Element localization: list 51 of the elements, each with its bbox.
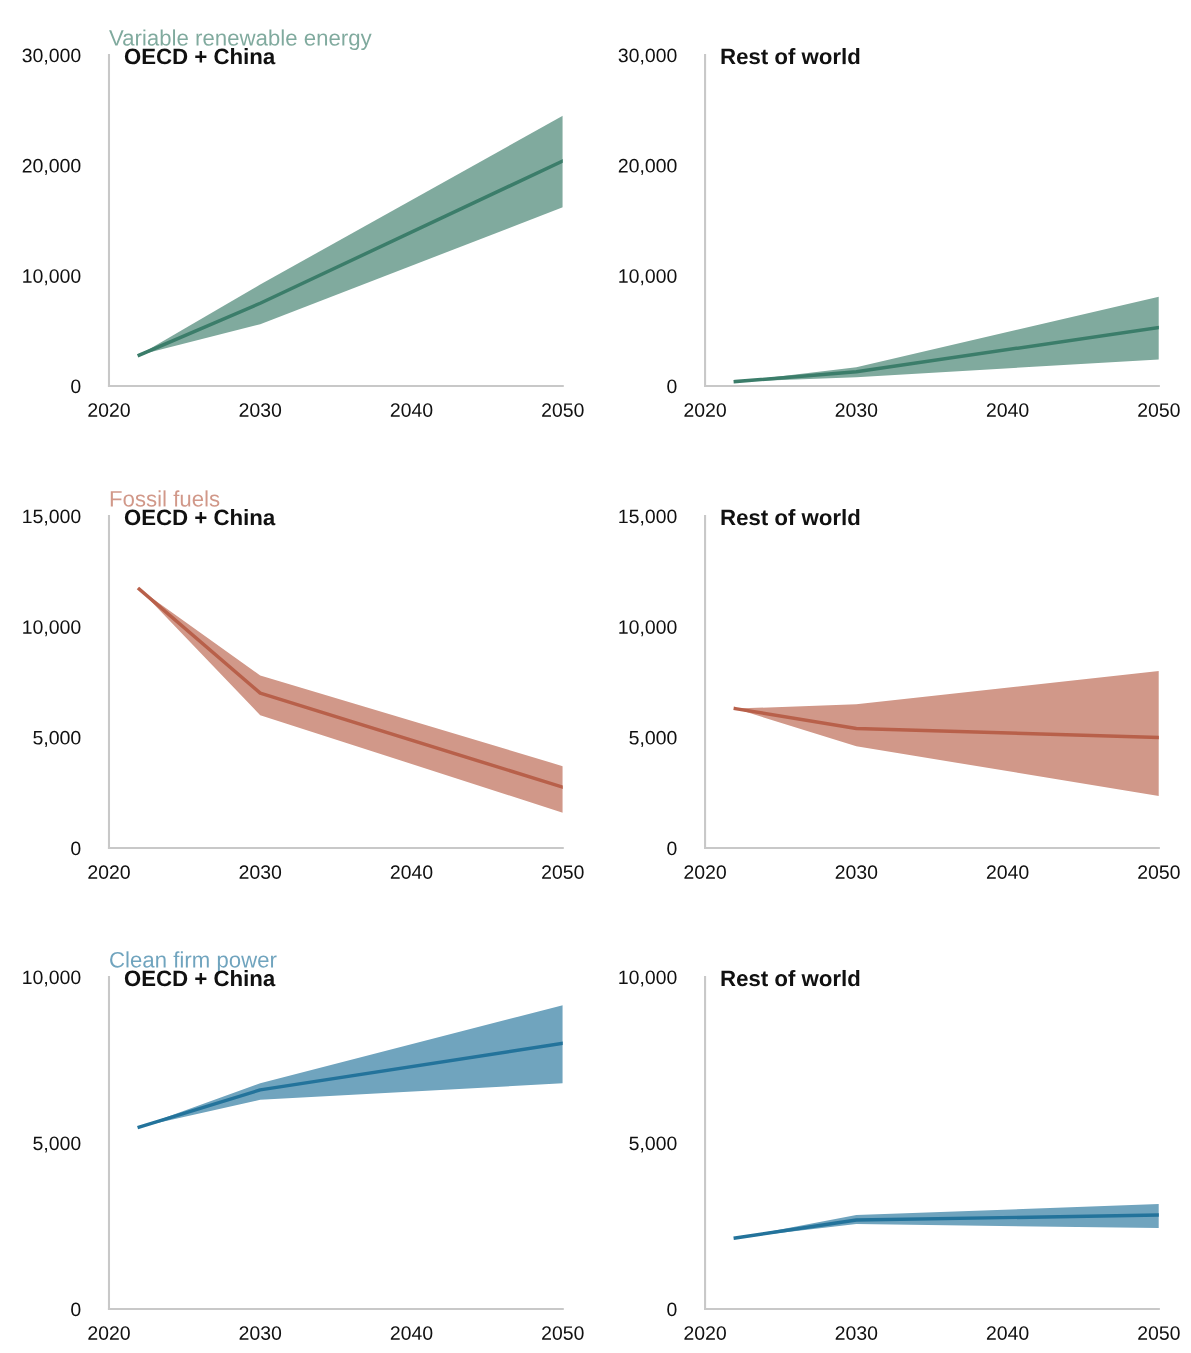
x-tick-label: 2040	[390, 865, 433, 880]
y-tick-label: 30,000	[618, 48, 677, 65]
x-tick-label: 2030	[835, 865, 878, 880]
y-tick-label: 0	[667, 379, 677, 394]
x-tick-label: 2050	[1138, 865, 1180, 880]
x-tick-label: 2040	[390, 403, 433, 417]
x-tick-label: 2040	[986, 403, 1029, 417]
y-tick-label: 0	[71, 1302, 81, 1317]
y-tick-label: 0	[667, 1302, 677, 1317]
y-tick-label: 15,000	[619, 509, 677, 526]
x-tick-label: 2020	[88, 1326, 130, 1340]
x-tick-label: 2050	[542, 865, 584, 880]
x-tick-label: 2050	[542, 403, 584, 417]
y-tick-label: 30,000	[22, 48, 81, 65]
x-tick-label: 2040	[390, 1326, 433, 1340]
x-tick-label: 2030	[239, 403, 282, 417]
chart-subtitle: OECD + China	[124, 509, 276, 526]
y-tick-label: 10,000	[619, 620, 677, 637]
x-tick-label: 2040	[986, 1326, 1029, 1340]
x-tick-label: 2050	[1138, 1326, 1180, 1340]
y-tick-label: 20,000	[618, 158, 677, 175]
y-tick-label: 15,000	[23, 509, 81, 526]
x-tick-label: 2030	[239, 1326, 282, 1340]
x-tick-label: 2030	[835, 1326, 878, 1340]
x-tick-label: 2020	[684, 403, 726, 417]
x-tick-label: 2030	[835, 403, 878, 417]
x-tick-label: 2030	[239, 865, 282, 880]
y-tick-label: 5,000	[629, 730, 677, 747]
x-tick-label: 2040	[986, 865, 1029, 880]
chart-subtitle: Rest of world	[721, 509, 860, 526]
y-tick-label: 10,000	[619, 269, 677, 286]
chart-subtitle: Rest of world	[721, 48, 860, 65]
y-tick-label: 0	[71, 379, 81, 394]
chart-subtitle: Rest of world	[721, 969, 860, 987]
y-tick-label: 5,000	[629, 1136, 677, 1153]
x-tick-label: 2020	[684, 1326, 726, 1340]
chart-title: Fossil fuels	[110, 490, 220, 507]
y-tick-label: 0	[71, 841, 81, 856]
y-tick-label: 10,000	[23, 970, 81, 987]
x-tick-label: 2020	[684, 865, 726, 880]
x-tick-label: 2020	[88, 865, 130, 880]
y-tick-label: 10,000	[23, 620, 81, 637]
x-tick-label: 2050	[542, 1326, 584, 1340]
y-tick-label: 5,000	[33, 1136, 81, 1153]
x-tick-label: 2050	[1138, 403, 1180, 417]
x-tick-label: 2020	[88, 403, 130, 417]
y-tick-label: 10,000	[619, 970, 677, 987]
y-tick-label: 0	[667, 841, 677, 856]
y-tick-label: 20,000	[22, 158, 81, 175]
y-tick-label: 5,000	[33, 730, 81, 747]
y-tick-label: 10,000	[23, 269, 81, 286]
